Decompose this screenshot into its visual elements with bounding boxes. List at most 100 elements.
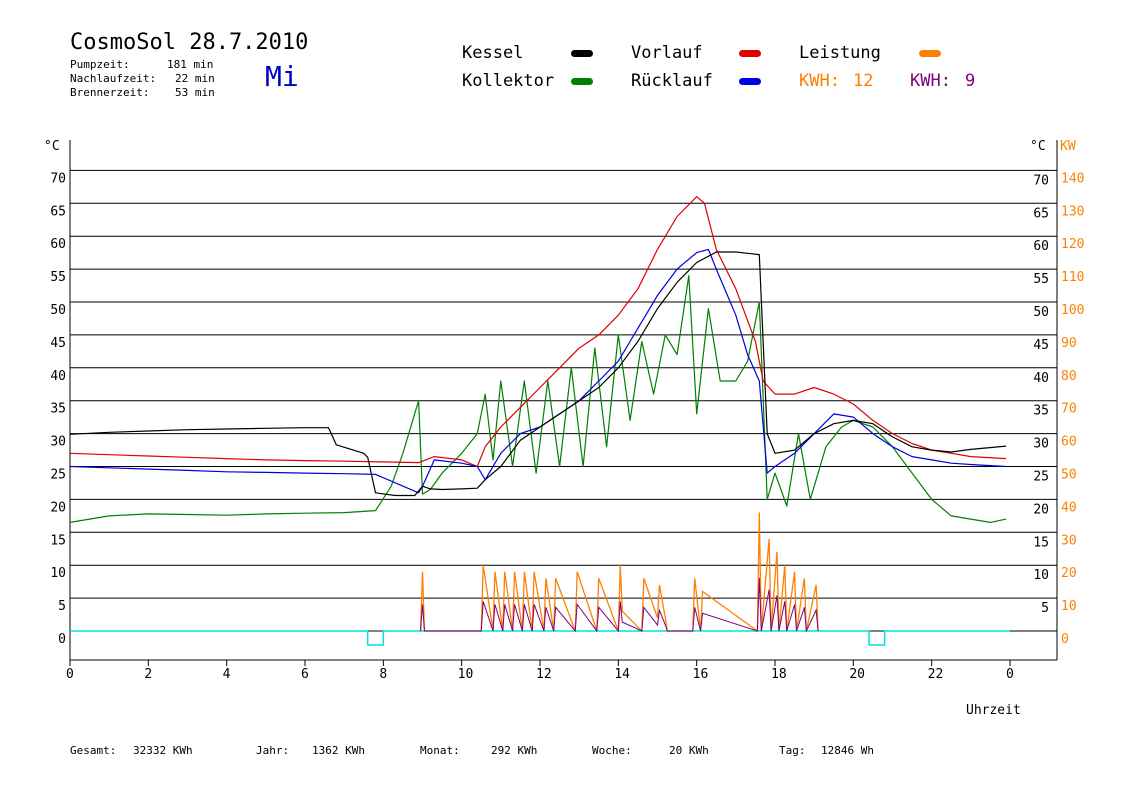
legend-kessel-label: Kessel	[462, 43, 524, 63]
y-right-unit-degrees: °C	[1030, 139, 1046, 154]
y-right-kw-tick-label: 0	[1061, 632, 1069, 647]
y-left-tick-label: 45	[50, 336, 66, 351]
x-tick-label: 16	[693, 667, 709, 682]
y-right-tick-label: 30	[1033, 437, 1049, 452]
y-left-tick-label: 5	[58, 599, 66, 614]
stat-pumpzeit-value: 181 min	[167, 58, 214, 71]
pump-indicator	[70, 630, 1010, 646]
x-tick-label: 14	[614, 667, 630, 682]
y-left-tick-label: 10	[50, 566, 66, 581]
series-kollektor	[69, 275, 1007, 524]
x-tick-label: 20	[849, 667, 865, 682]
y-right-kw-tick-label: 70	[1061, 402, 1077, 417]
footer-monat-value: 292 KWh	[491, 744, 538, 757]
legend-kessel-swatch	[571, 50, 593, 57]
footer-tag-value: 12846 Wh	[821, 744, 874, 757]
y-right-kw-tick-label: 60	[1061, 435, 1077, 450]
y-left-tick-label: 30	[50, 435, 66, 450]
footer-jahr-value: 1362 KWh	[312, 744, 365, 757]
y-left-tick-label: 15	[50, 533, 66, 548]
x-tick-label: 22	[928, 667, 944, 682]
temperature-chart: 0 2 4 6 8 10 12 14 16 18 20 22 005101520253035404550…	[44, 139, 1084, 718]
y-left-tick-label: 25	[50, 468, 66, 483]
y-left-tick-label: 65	[50, 204, 66, 219]
y-right-tick-label: 35	[1033, 404, 1049, 419]
x-tick-label: 2	[144, 667, 152, 682]
y-left-tick-label: 40	[50, 369, 66, 384]
stat-brennerzeit-label: Brennerzeit:	[70, 86, 150, 99]
x-tick-label: 4	[223, 667, 231, 682]
y-left-tick-label: 70	[50, 171, 66, 186]
legend-ruecklauf-swatch	[739, 78, 761, 85]
weekday-label: Mi	[265, 60, 299, 93]
y-right-tick-label: 55	[1033, 272, 1049, 287]
y-left-tick-label: 35	[50, 402, 66, 417]
tick-labels: 0 2 4 6 8 10 12 14 16 18 20 22 005101520253035404550…	[50, 171, 1084, 682]
x-tick-label: 0	[66, 667, 74, 682]
legend-kwh2-label: KWH:	[910, 71, 951, 91]
y-left-tick-label: 0	[58, 632, 66, 647]
y-right-tick-label: 65	[1033, 206, 1049, 221]
legend-vorlauf-label: Vorlauf	[631, 43, 703, 63]
y-right-tick-label: 40	[1033, 371, 1049, 386]
grid-lines	[70, 169, 1057, 632]
stat-nachlaufzeit-value: 22 min	[175, 72, 215, 85]
y-right-tick-label: 70	[1033, 173, 1049, 188]
power-series	[419, 512, 819, 633]
y-right-kw-tick-label: 130	[1061, 204, 1084, 219]
y-right-kw-tick-label: 80	[1061, 369, 1077, 384]
x-tick-label: 10	[458, 667, 474, 682]
legend-kollektor-swatch	[571, 78, 593, 85]
legend-kwh1-value: 12	[853, 71, 874, 91]
footer-monat-label: Monat:	[420, 744, 460, 757]
legend-kwh1-label: KWH:	[799, 71, 840, 91]
legend-ruecklauf-label: Rücklauf	[631, 71, 713, 91]
footer-woche-value: 20 KWh	[669, 744, 709, 757]
y-right-kw-tick-label: 10	[1061, 599, 1077, 614]
y-right-unit-kw: KW	[1060, 139, 1076, 154]
legend-kwh2-value: 9	[965, 71, 976, 91]
y-right-tick-label: 10	[1033, 568, 1049, 583]
legend-vorlauf-swatch	[739, 50, 761, 57]
series-kessel	[69, 251, 1007, 497]
x-tick-label: 0	[1006, 667, 1014, 682]
y-left-tick-label: 20	[50, 500, 66, 515]
y-right-kw-tick-label: 120	[1061, 237, 1084, 252]
y-right-kw-tick-label: 40	[1061, 500, 1077, 515]
series-vorlauf	[69, 196, 1007, 468]
legend-leistung-swatch	[919, 50, 941, 57]
y-right-kw-tick-label: 90	[1061, 336, 1077, 351]
y-right-kw-tick-label: 140	[1061, 171, 1084, 186]
stat-nachlaufzeit-label: Nachlaufzeit:	[70, 72, 157, 85]
footer-jahr-label: Jahr:	[256, 744, 290, 757]
y-left-unit: °C	[44, 139, 60, 154]
y-left-tick-label: 55	[50, 270, 66, 285]
y-left-tick-label: 50	[50, 303, 66, 318]
y-right-tick-label: 20	[1033, 502, 1049, 517]
y-right-kw-tick-label: 50	[1061, 468, 1077, 483]
x-tick-label: 6	[301, 667, 309, 682]
chart-axes	[69, 140, 1058, 666]
temperature-series	[69, 196, 1007, 524]
x-tick-label: 18	[771, 667, 787, 682]
y-right-tick-label: 60	[1033, 239, 1049, 254]
y-right-tick-label: 15	[1033, 535, 1049, 550]
x-tick-label: 8	[379, 667, 387, 682]
y-right-tick-label: 25	[1033, 470, 1049, 485]
series-ruecklauf	[69, 248, 1007, 494]
stat-brennerzeit-value: 53 min	[175, 86, 215, 99]
footer-woche-label: Woche:	[592, 744, 632, 757]
footer-gesamt-label: Gesamt:	[70, 744, 117, 757]
x-axis-label: Uhrzeit	[966, 703, 1021, 718]
y-right-kw-tick-label: 110	[1061, 270, 1084, 285]
legend-leistung-label: Leistung	[799, 43, 881, 63]
y-right-tick-label: 50	[1033, 305, 1049, 320]
stat-pumpzeit-label: Pumpzeit:	[70, 58, 130, 71]
footer-tag-label: Tag:	[779, 744, 806, 757]
series-leistung-secondary	[420, 577, 819, 633]
x-tick-label: 12	[536, 667, 552, 682]
y-right-tick-label: 45	[1033, 338, 1049, 353]
chart-title: CosmoSol 28.7.2010	[70, 30, 309, 55]
y-right-kw-tick-label: 20	[1061, 566, 1077, 581]
y-right-tick-label: 5	[1041, 601, 1049, 616]
